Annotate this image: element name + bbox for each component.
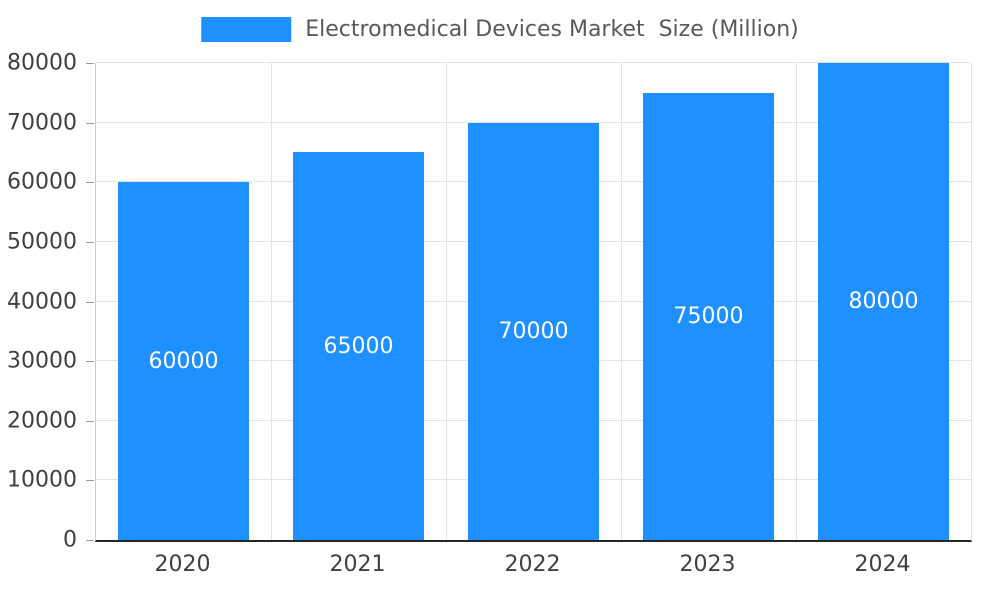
bar-value-label: 60000 — [148, 348, 219, 374]
y-tick-label: 70000 — [7, 110, 77, 136]
bar-value-label: 80000 — [848, 289, 919, 314]
bar: 60000 — [117, 182, 250, 540]
y-tick-label: 60000 — [7, 169, 77, 195]
bar-value-label: 75000 — [673, 303, 744, 329]
y-tick-mark — [86, 480, 94, 482]
x-tick-label: 2024 — [854, 552, 911, 577]
y-tick-mark — [86, 63, 94, 64]
chart-legend[interactable]: Electromedical Devices Market Size (Mill… — [201, 17, 799, 42]
y-tick-label: 30000 — [7, 348, 77, 374]
y-tick-label: 40000 — [7, 289, 77, 314]
y-tick-mark — [86, 122, 94, 124]
y-tick-mark — [86, 241, 94, 243]
x-tick-label: 2023 — [679, 552, 736, 577]
x-axis: 2020 2021 2022 2023 2024 — [95, 552, 970, 592]
y-axis: 0 10000 20000 30000 40000 50000 60000 70000 8000… — [0, 51, 95, 553]
bar-value-label: 65000 — [323, 333, 394, 359]
y-tick-label: 20000 — [7, 408, 77, 434]
legend-swatch-icon — [201, 17, 292, 42]
bar: 75000 — [642, 92, 775, 540]
y-tick-mark — [86, 420, 94, 422]
gridline-vertical — [446, 63, 447, 540]
gridline-horizontal — [96, 62, 971, 63]
gridline-vertical — [796, 63, 797, 540]
y-tick-label: 0 — [63, 527, 77, 553]
gridline-vertical — [971, 63, 972, 540]
bar: 65000 — [292, 152, 425, 540]
y-tick-label: 80000 — [7, 50, 77, 76]
x-tick-label: 2020 — [154, 552, 211, 577]
x-tick-label: 2021 — [329, 552, 386, 577]
y-tick-mark — [86, 182, 94, 184]
y-tick-mark — [86, 301, 94, 303]
y-tick-mark — [86, 361, 94, 363]
x-tick-label: 2022 — [504, 552, 561, 577]
y-tick-label: 10000 — [7, 467, 77, 493]
bar: 70000 — [467, 122, 600, 540]
gridline-vertical — [271, 63, 272, 540]
gridline-horizontal — [96, 121, 971, 123]
gridline-vertical — [621, 63, 622, 540]
y-tick-mark — [86, 540, 94, 541]
bar-value-label: 70000 — [498, 318, 569, 344]
plot-area: 60000 65000 70000 75000 80000 — [95, 62, 972, 542]
bar: 80000 — [817, 63, 950, 540]
legend-label: Electromedical Devices Market Size (Mill… — [305, 17, 799, 42]
y-tick-label: 50000 — [7, 229, 77, 255]
